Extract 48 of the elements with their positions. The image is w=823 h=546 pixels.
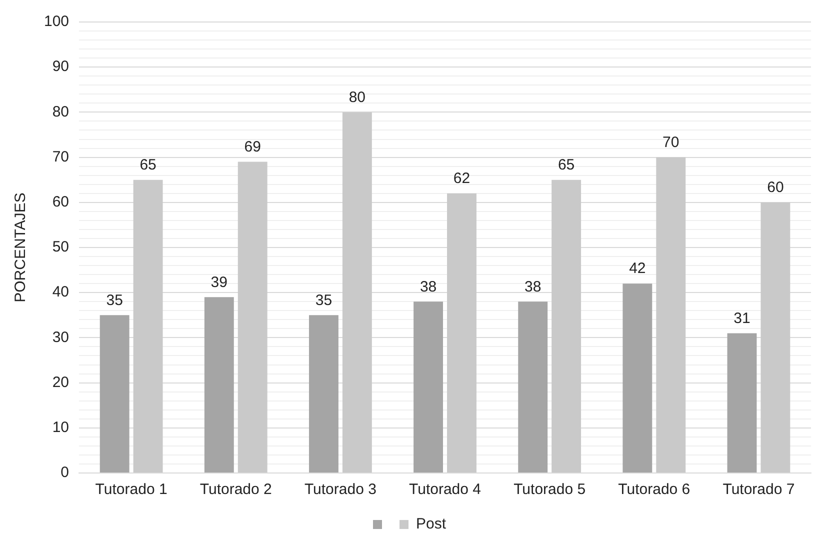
data-label: 70 xyxy=(662,134,680,151)
x-tick-label: Tutorado 6 xyxy=(618,481,690,498)
y-tick-label: 90 xyxy=(52,58,70,76)
bar xyxy=(760,202,790,472)
bar xyxy=(133,180,163,472)
x-tick-label: Tutorado 3 xyxy=(304,481,376,498)
data-label: 65 xyxy=(558,156,575,174)
bar xyxy=(727,333,757,472)
bar xyxy=(238,162,268,472)
y-tick-label: 70 xyxy=(52,148,70,166)
bar xyxy=(414,302,444,472)
data-label: 69 xyxy=(244,138,261,156)
data-label: 35 xyxy=(106,292,123,309)
data-label: 38 xyxy=(524,278,542,296)
data-label: 62 xyxy=(453,170,470,188)
y-tick-label: 50 xyxy=(52,238,70,256)
data-label: 39 xyxy=(210,274,228,291)
x-tick-label: Tutorado 5 xyxy=(514,481,586,498)
x-tick-label: Tutorado 1 xyxy=(95,481,168,498)
x-tick-label: Tutorado 2 xyxy=(200,481,272,498)
data-label: 80 xyxy=(348,88,366,106)
data-label: 42 xyxy=(629,260,646,278)
bar xyxy=(447,193,476,472)
y-tick-label: 0 xyxy=(60,464,70,482)
data-label: 31 xyxy=(734,310,750,327)
data-label: 35 xyxy=(315,292,332,309)
y-tick-label: 30 xyxy=(52,328,70,346)
bar xyxy=(100,315,130,472)
y-tick-label: 20 xyxy=(52,374,70,391)
bar xyxy=(622,284,652,472)
y-tick-label: 80 xyxy=(52,103,70,120)
data-label: 38 xyxy=(420,278,437,296)
bar xyxy=(552,180,582,472)
data-label: 60 xyxy=(767,179,784,196)
y-tick-label: 40 xyxy=(52,284,70,301)
y-axis-title: PORCENTAJES xyxy=(12,192,30,302)
bar xyxy=(204,297,234,472)
bar xyxy=(656,157,686,472)
y-tick-label: 100 xyxy=(44,13,70,30)
data-label: 65 xyxy=(140,156,156,174)
x-tick-label: Tutorado 7 xyxy=(722,481,795,498)
x-tick-label: Tutorado 4 xyxy=(409,481,482,498)
bar xyxy=(308,315,338,472)
y-tick-label: 10 xyxy=(52,419,70,436)
bar xyxy=(518,302,548,472)
bar xyxy=(342,112,372,472)
y-tick-label: 60 xyxy=(52,194,70,211)
legend-label: Post xyxy=(416,516,447,533)
